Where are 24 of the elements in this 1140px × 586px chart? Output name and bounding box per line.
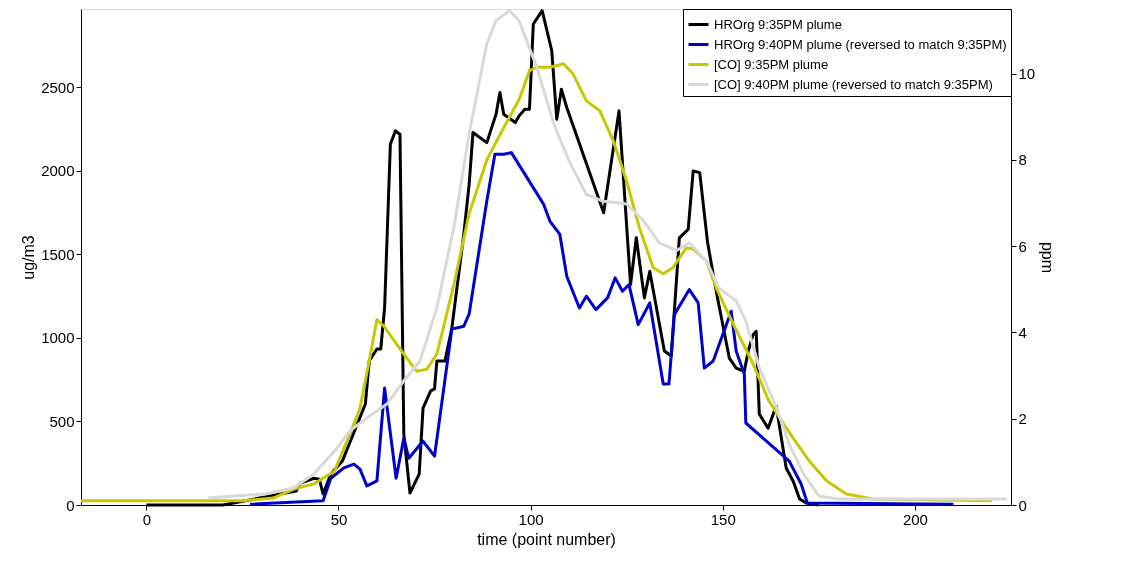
y2-tick-label: 4 [1018,323,1027,341]
x-tick-label: 50 [330,510,348,528]
y-tick-label: 1000 [41,329,75,347]
legend-label: HROrg 9:40PM plume (reversed to match 9:35PM) [714,36,1007,52]
y2-tick-label: 6 [1018,237,1027,255]
y-tick-label: 2500 [41,78,75,96]
y-tick-label: 0 [66,496,75,514]
x-tick-label: 200 [902,510,928,528]
legend-label: [CO] 9:35PM plume [714,56,829,72]
x-axis-title: time (point number) [477,530,616,548]
y-axis-title: ug/m3 [20,235,38,280]
y2-tick-label: 8 [1018,151,1027,169]
x-tick-label: 150 [710,510,736,528]
x-tick-label: 0 [142,510,151,528]
legend-label: HROrg 9:35PM plume [714,16,842,32]
y2-tick-label: 10 [1018,65,1036,83]
y-tick-label: 2000 [41,162,75,180]
x-tick-label: 100 [518,510,544,528]
y-tick-label: 1500 [41,245,75,263]
y-tick-label: 500 [49,413,75,430]
y2-axis-title: ppm [1039,241,1057,274]
y2-tick-label: 2 [1018,410,1027,428]
y2-tick-label: 0 [1018,496,1027,514]
legend-label: [CO] 9:40PM plume (reversed to match 9:35PM) [714,76,993,92]
